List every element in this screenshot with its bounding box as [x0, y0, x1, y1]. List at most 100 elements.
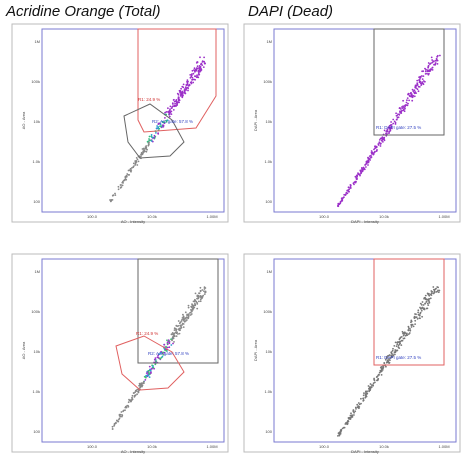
- x-tick-label: 10.0k: [379, 214, 389, 219]
- dot: [337, 205, 340, 208]
- dot: [432, 60, 435, 63]
- y-tick-label: 100: [265, 429, 272, 434]
- dot: [389, 359, 391, 362]
- dot: [431, 67, 434, 69]
- dot: [437, 286, 439, 289]
- y-tick-label: 100k: [263, 79, 272, 84]
- dot: [371, 151, 374, 154]
- dot: [402, 332, 404, 335]
- dot: [129, 167, 132, 170]
- dot: [342, 426, 345, 429]
- dot: [346, 189, 349, 192]
- dot: [397, 113, 399, 116]
- dot: [175, 105, 177, 107]
- dot: [424, 70, 427, 73]
- dot: [162, 121, 164, 124]
- dot: [176, 92, 179, 95]
- dot: [433, 63, 435, 66]
- dot: [199, 56, 201, 59]
- dot: [132, 165, 135, 168]
- dot: [167, 111, 170, 113]
- dot: [140, 382, 143, 385]
- dot: [201, 64, 204, 66]
- dot: [178, 98, 180, 101]
- dot: [389, 124, 392, 126]
- dot: [155, 132, 157, 134]
- y-tick-label: 1.0k: [264, 389, 272, 394]
- gate: [373, 28, 445, 136]
- dot: [387, 354, 390, 357]
- dot: [174, 100, 177, 103]
- dot: [152, 366, 155, 369]
- dot: [349, 418, 352, 420]
- dot: [373, 148, 375, 151]
- dot: [361, 170, 364, 173]
- dot: [373, 151, 376, 154]
- dot: [424, 67, 426, 70]
- dot: [169, 111, 171, 113]
- x-tick-label: 1.00M: [438, 444, 449, 449]
- dot: [409, 329, 412, 332]
- dot: [349, 187, 352, 189]
- dot: [187, 304, 190, 307]
- dot: [149, 369, 152, 372]
- dot: [422, 304, 425, 306]
- dot: [396, 349, 399, 352]
- dot: [419, 307, 422, 310]
- dot: [389, 129, 392, 132]
- dot: [393, 345, 396, 347]
- dot: [436, 290, 438, 293]
- dot: [373, 379, 376, 382]
- dot: [373, 377, 375, 380]
- dot: [410, 93, 413, 96]
- y-tick-label: 100: [33, 429, 40, 434]
- dot: [367, 385, 370, 387]
- gate: [137, 258, 219, 364]
- dot: [160, 350, 163, 353]
- dot: [202, 66, 205, 68]
- dot: [121, 184, 124, 187]
- dot: [129, 399, 132, 402]
- dot: [431, 61, 434, 64]
- dot: [119, 187, 122, 189]
- dot: [395, 118, 398, 121]
- dot: [350, 412, 352, 415]
- dot: [185, 89, 188, 91]
- dot: [392, 118, 395, 121]
- dot: [417, 90, 420, 93]
- y-tick-label: 1M: [34, 269, 40, 274]
- x-axis-label: AO - Intensity: [121, 449, 145, 454]
- dot: [403, 106, 405, 109]
- dot: [177, 96, 180, 98]
- dot: [431, 59, 433, 61]
- dot: [189, 314, 192, 316]
- dot: [427, 304, 430, 306]
- dot: [355, 408, 357, 410]
- dot: [424, 73, 427, 75]
- dot: [137, 160, 140, 163]
- dot: [129, 170, 132, 172]
- dot: [374, 146, 377, 149]
- dot: [380, 369, 383, 371]
- dot: [182, 315, 185, 318]
- dot: [424, 294, 427, 297]
- dot: [434, 288, 437, 290]
- dot: [199, 69, 202, 72]
- dot: [147, 374, 150, 377]
- dot: [147, 370, 150, 372]
- dot: [191, 310, 193, 313]
- dot: [176, 331, 179, 334]
- dot: [197, 67, 199, 70]
- dot: [197, 73, 200, 76]
- dot: [196, 76, 199, 79]
- dot: [401, 339, 404, 342]
- dot: [148, 143, 150, 146]
- dot: [119, 415, 122, 418]
- dot: [370, 150, 373, 152]
- dot: [365, 391, 368, 393]
- dot: [436, 59, 439, 62]
- dot: [394, 121, 397, 124]
- dot: [404, 107, 406, 110]
- dot: [407, 325, 410, 328]
- dot: [159, 357, 162, 360]
